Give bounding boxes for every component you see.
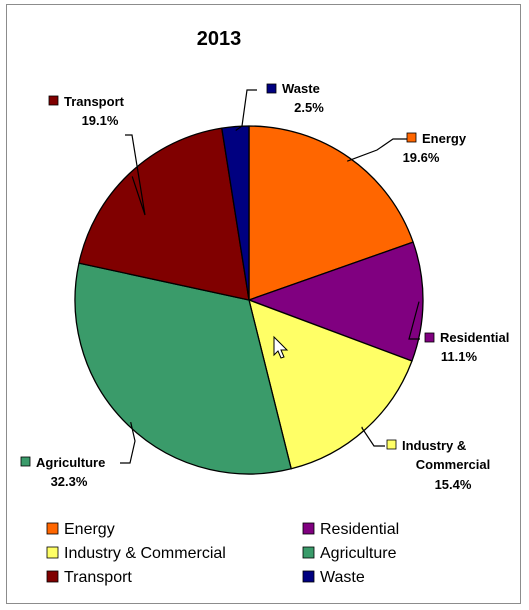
legend-item-residential: Residential xyxy=(302,521,399,538)
label-marker-waste xyxy=(266,83,277,94)
pie-slice-residential xyxy=(248,241,424,362)
legend-item-agriculture: Agriculture xyxy=(302,545,397,562)
data-label-name-energy: Energy xyxy=(422,131,467,146)
leader-line-energy xyxy=(346,138,407,162)
data-label-name-industry-commercial: Commercial xyxy=(416,457,490,472)
data-label-name-residential: Residential xyxy=(440,330,509,345)
data-label-value-transport: 19.1% xyxy=(82,113,119,128)
leader-line-transport xyxy=(125,134,146,216)
legend-item-energy: Energy xyxy=(46,521,115,538)
chart-frame: 2013 Energy 19.6% Residential 11.1% Industry… xyxy=(6,4,521,604)
legend-item-industry-commercial: Industry & Commercial xyxy=(46,545,226,562)
label-marker-industry-commercial xyxy=(386,439,397,450)
legend-label-agriculture: Agriculture xyxy=(320,545,397,562)
mouse-pointer-icon xyxy=(273,335,289,359)
pie-slice-waste xyxy=(221,125,250,301)
pie-chart: 2013 Energy 19.6% Residential 11.1% Industry… xyxy=(20,28,509,586)
data-label-value-industry-commercial: 15.4% xyxy=(435,477,472,492)
chart-title: 2013 xyxy=(197,28,242,50)
leader-lines xyxy=(120,89,420,464)
legend-label-residential: Residential xyxy=(320,521,399,538)
label-marker-agriculture xyxy=(20,456,31,467)
legend-item-waste: Waste xyxy=(302,569,365,586)
data-labels: Energy 19.6% Residential 11.1% Industry & Com… xyxy=(20,81,509,492)
data-label-value-agriculture: 32.3% xyxy=(51,474,88,489)
data-label-value-energy: 19.6% xyxy=(403,150,440,165)
legend-swatch-industry-commercial xyxy=(46,546,59,559)
legend-swatch-energy xyxy=(46,522,59,535)
legend-label-waste: Waste xyxy=(320,569,365,586)
data-label-name-waste: Waste xyxy=(282,81,320,96)
label-marker-energy xyxy=(406,132,417,143)
leader-line-industry-commercial xyxy=(361,426,385,447)
legend-swatch-transport xyxy=(46,570,59,583)
label-marker-residential xyxy=(424,332,435,343)
legend-item-transport: Transport xyxy=(46,569,132,586)
leader-line-residential xyxy=(408,301,420,340)
data-label-value-residential: 11.1% xyxy=(441,349,478,364)
leader-line-agriculture xyxy=(120,421,136,464)
pie-slice-agriculture xyxy=(74,262,292,475)
pie-slice-transport xyxy=(78,127,250,301)
legend-swatch-residential xyxy=(302,522,315,535)
legend-label-industry-commercial: Industry & Commercial xyxy=(64,545,226,562)
legend: Energy Residential Industry & Commercial Ag… xyxy=(46,521,399,586)
pie-slice-industry-commercial xyxy=(248,299,413,470)
legend-swatch-agriculture xyxy=(302,546,315,559)
data-label-name-industry-commercial: Industry & xyxy=(402,438,466,453)
data-label-name-transport: Transport xyxy=(64,94,125,109)
pie-slices xyxy=(74,125,424,475)
legend-swatch-waste xyxy=(302,570,315,583)
legend-label-transport: Transport xyxy=(64,569,132,586)
data-label-value-waste: 2.5% xyxy=(294,100,324,115)
leader-line-waste xyxy=(235,89,257,131)
data-label-name-agriculture: Agriculture xyxy=(36,455,105,470)
label-marker-transport xyxy=(48,95,59,106)
legend-label-energy: Energy xyxy=(64,521,115,538)
